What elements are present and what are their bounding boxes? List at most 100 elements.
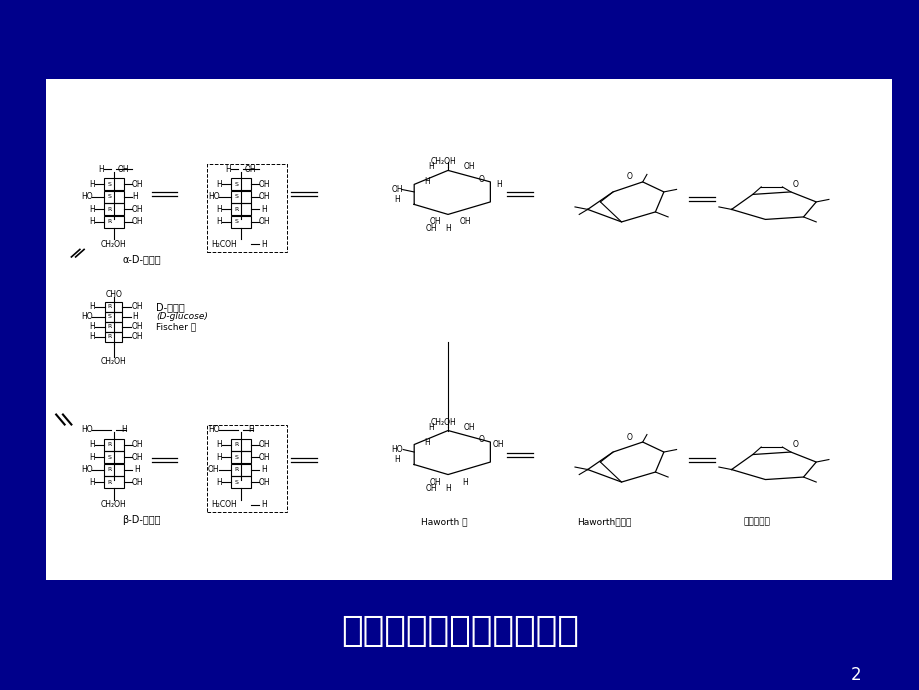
Text: CH₂OH: CH₂OH xyxy=(101,240,127,249)
Text: OH: OH xyxy=(493,440,505,449)
Text: H: H xyxy=(89,333,96,342)
Text: OH: OH xyxy=(425,224,437,233)
Text: H: H xyxy=(216,477,222,486)
Text: 水中一般以环状结构存在: 水中一般以环状结构存在 xyxy=(341,614,578,649)
Bar xyxy=(105,312,122,322)
Text: O: O xyxy=(791,440,797,449)
Text: CH₂OH: CH₂OH xyxy=(101,357,127,366)
Text: OH: OH xyxy=(244,165,256,174)
Bar xyxy=(105,322,122,332)
Text: R: R xyxy=(234,442,238,447)
Bar xyxy=(104,179,124,190)
Text: CH₂OH: CH₂OH xyxy=(430,417,456,426)
Text: H: H xyxy=(394,455,400,464)
Bar xyxy=(46,79,891,580)
Bar xyxy=(207,424,287,512)
Text: S: S xyxy=(108,182,111,187)
Text: H: H xyxy=(495,180,501,189)
Text: H: H xyxy=(261,240,267,249)
Text: OH: OH xyxy=(258,217,270,226)
Text: O: O xyxy=(479,435,484,444)
Text: S: S xyxy=(234,219,238,224)
Text: H: H xyxy=(89,453,96,462)
Bar xyxy=(104,439,124,451)
Text: HO: HO xyxy=(81,465,92,474)
Text: H: H xyxy=(427,162,434,171)
Bar xyxy=(104,216,124,228)
Text: OH: OH xyxy=(118,165,130,174)
Text: O: O xyxy=(479,175,484,184)
Text: H: H xyxy=(98,165,104,174)
Text: H: H xyxy=(89,302,96,311)
Text: OH: OH xyxy=(131,217,143,226)
Text: HO: HO xyxy=(81,425,92,434)
Text: OH: OH xyxy=(131,302,143,311)
Text: H: H xyxy=(216,440,222,449)
Text: α-D-葡萄糖: α-D-葡萄糖 xyxy=(122,255,161,264)
Bar xyxy=(231,204,251,215)
Text: OH: OH xyxy=(131,205,143,214)
Bar xyxy=(104,191,124,203)
Text: R: R xyxy=(108,442,111,447)
Text: OH: OH xyxy=(429,477,441,486)
Text: H: H xyxy=(121,425,127,434)
Text: H: H xyxy=(89,205,96,214)
Text: CH₂OH: CH₂OH xyxy=(430,157,456,166)
Text: Haworth简略式: Haworth简略式 xyxy=(577,518,631,526)
Bar xyxy=(231,216,251,228)
Text: OH: OH xyxy=(459,217,471,226)
Text: OH: OH xyxy=(258,477,270,486)
Text: S: S xyxy=(234,480,238,484)
Text: HO: HO xyxy=(81,193,92,201)
Text: H: H xyxy=(261,205,267,214)
Text: Haworth 式: Haworth 式 xyxy=(420,518,467,526)
Text: H: H xyxy=(89,180,96,189)
Text: H: H xyxy=(131,193,138,201)
Text: H: H xyxy=(261,465,267,474)
Bar xyxy=(231,451,251,463)
Text: OH: OH xyxy=(258,180,270,189)
Bar xyxy=(105,302,122,312)
Text: OH: OH xyxy=(391,185,403,194)
Text: OH: OH xyxy=(258,193,270,201)
Text: H: H xyxy=(216,453,222,462)
Text: R: R xyxy=(234,467,238,472)
Text: H: H xyxy=(89,322,96,331)
Text: H: H xyxy=(424,437,429,446)
Text: 2: 2 xyxy=(849,666,860,684)
Text: HO: HO xyxy=(81,313,92,322)
Text: S: S xyxy=(234,455,238,460)
Text: R: R xyxy=(108,467,111,472)
Bar xyxy=(104,464,124,475)
Text: R: R xyxy=(108,480,111,484)
Text: H: H xyxy=(394,195,400,204)
Text: H: H xyxy=(216,217,222,226)
Text: OH: OH xyxy=(131,477,143,486)
Text: H: H xyxy=(248,425,254,434)
Text: R: R xyxy=(108,304,111,309)
Text: OH: OH xyxy=(131,322,143,331)
Text: O: O xyxy=(791,180,797,189)
Text: D-葡萄糖: D-葡萄糖 xyxy=(156,302,185,312)
Text: R: R xyxy=(108,219,111,224)
Text: OH: OH xyxy=(131,180,143,189)
Text: R: R xyxy=(108,207,111,212)
Text: HO: HO xyxy=(208,425,219,434)
Text: S: S xyxy=(108,315,111,319)
Text: 优势构象式: 优势构象式 xyxy=(743,518,769,526)
Text: CHO: CHO xyxy=(105,290,122,299)
Text: OH: OH xyxy=(258,453,270,462)
Bar xyxy=(104,476,124,488)
Bar xyxy=(105,332,122,342)
Text: S: S xyxy=(108,455,111,460)
Text: Fischer 式: Fischer 式 xyxy=(156,322,196,331)
Text: H: H xyxy=(134,465,140,474)
Text: H: H xyxy=(216,205,222,214)
Text: S: S xyxy=(108,195,111,199)
Text: HO: HO xyxy=(208,193,219,201)
Text: H₂COH: H₂COH xyxy=(210,240,236,249)
Text: H: H xyxy=(131,313,138,322)
Text: HO: HO xyxy=(391,445,403,454)
Bar xyxy=(231,464,251,475)
Text: S: S xyxy=(234,195,238,199)
